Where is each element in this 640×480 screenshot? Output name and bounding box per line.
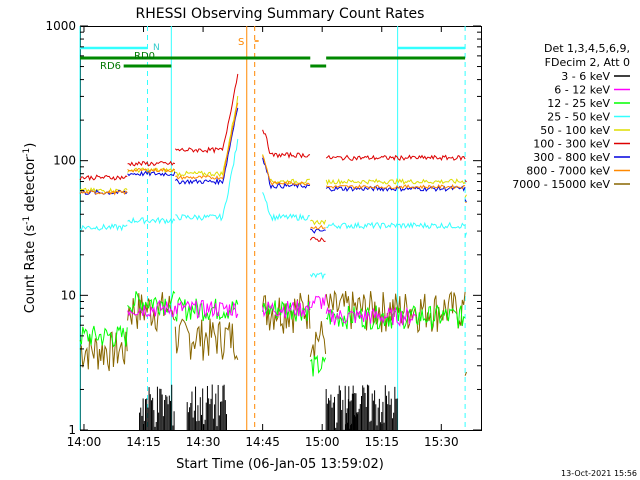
- legend-label: 25 - 50 keV: [547, 111, 610, 124]
- annotation-S: S: [238, 37, 244, 48]
- series-segment: [127, 170, 176, 177]
- series-segment: [174, 318, 239, 361]
- series-segment: [262, 300, 311, 318]
- x-tick-label: 14:30: [186, 435, 221, 449]
- series-segment: [79, 174, 128, 182]
- series-line: [79, 102, 467, 230]
- series-line: [79, 107, 467, 234]
- series-segment: [310, 294, 327, 310]
- x-tick-label: 14:15: [126, 435, 161, 449]
- y-axis-label: Count Rate (s-1 detector-1): [22, 143, 38, 314]
- series-segment: [262, 155, 311, 186]
- annotation-RD6: RD6: [100, 61, 121, 72]
- series-segment: [79, 223, 128, 232]
- annotation-RD0: RD0: [134, 51, 155, 62]
- y-tick-label: 1000: [45, 19, 76, 33]
- legend-label: 100 - 300 keV: [533, 138, 610, 151]
- chart-title: RHESSI Observing Summary Count Rates: [136, 6, 425, 22]
- x-tick-label: 14:00: [67, 435, 102, 449]
- legend-header-line1: Det 1,3,4,5,6,9,: [544, 42, 630, 55]
- legend-label: 800 - 7000 keV: [526, 165, 610, 178]
- series-segment: [464, 232, 467, 238]
- series-segment: [79, 190, 128, 196]
- legend-label: 3 - 6 keV: [561, 70, 610, 83]
- series-segment: [174, 73, 239, 154]
- annotation-N: N: [153, 43, 160, 53]
- series-line-3-6kev: [139, 384, 398, 430]
- series-segment: [175, 102, 239, 181]
- series-line: [79, 290, 467, 376]
- event-markers: [79, 26, 466, 430]
- series-segment: [464, 180, 467, 183]
- series-segment: [262, 157, 310, 190]
- series-segment: [464, 199, 467, 203]
- y-tick-label: 100: [53, 154, 76, 168]
- series-segment: [325, 183, 466, 190]
- series-segment: [325, 306, 417, 327]
- series-segment: [464, 194, 467, 198]
- series-segment: [79, 331, 128, 372]
- series-segment: [127, 290, 176, 317]
- series-segment: [309, 272, 326, 280]
- y-tick-label: 1: [68, 423, 76, 437]
- x-tick-label: 15:15: [364, 435, 399, 449]
- x-tick-label: 15:00: [305, 435, 340, 449]
- series-segment: [310, 219, 327, 226]
- y-axis: 1 10 100 1000: [45, 19, 481, 437]
- series-segment: [262, 292, 311, 334]
- x-tick-label: 14:45: [245, 435, 280, 449]
- series-segment: [309, 224, 326, 230]
- series-segment: [262, 129, 311, 159]
- series-segment: [309, 236, 326, 243]
- legend-label: 12 - 25 keV: [547, 97, 610, 110]
- series-line: [79, 138, 467, 280]
- series-segment: [127, 216, 176, 225]
- series-line: [127, 294, 417, 327]
- footer-date: 13-Oct-2021 15:56: [561, 469, 637, 478]
- legend-label: 50 - 100 keV: [540, 124, 610, 137]
- series-segment: [262, 192, 310, 222]
- series-segment: [127, 167, 176, 173]
- legend-label: 7000 - 15000 keV: [512, 178, 610, 191]
- series-segment: [326, 221, 466, 230]
- series-segment: [127, 160, 176, 167]
- plot-frame: [80, 26, 482, 431]
- legend-label: 300 - 800 keV: [533, 151, 610, 164]
- series-segment: [325, 154, 466, 162]
- series-line: [79, 73, 467, 243]
- x-axis-label: Start Time (06-Jan-05 13:59:02): [176, 457, 384, 472]
- series-segment: [464, 371, 467, 376]
- series-segment: [127, 299, 176, 318]
- series-segment: [309, 354, 327, 377]
- series-segment: [175, 138, 239, 222]
- series-segment: [174, 296, 239, 322]
- series-segment: [464, 201, 467, 203]
- legend-header-line2: FDecim 2, Att 0: [545, 56, 630, 69]
- series-segment: [79, 324, 128, 348]
- legend: Det 1,3,4,5,6,9, FDecim 2, Att 0 3 - 6 k…: [512, 42, 630, 191]
- series-segment: [325, 185, 466, 192]
- legend-label: 6 - 12 keV: [554, 84, 610, 97]
- series-segment: [309, 321, 327, 360]
- attenuator-bars: [80, 40, 466, 68]
- series-line: [79, 95, 467, 226]
- series-layer: [79, 73, 467, 430]
- x-axis: 14:00 14:15 14:30 14:45 15:00 15:15 15:30: [67, 26, 459, 449]
- series-segment: [174, 299, 239, 320]
- y-tick-label: 10: [61, 288, 76, 302]
- series-segment: [175, 95, 239, 178]
- series-segment: [325, 177, 466, 186]
- series-segment: [174, 107, 239, 186]
- x-tick-label: 15:30: [424, 435, 459, 449]
- series-segment: [310, 228, 326, 234]
